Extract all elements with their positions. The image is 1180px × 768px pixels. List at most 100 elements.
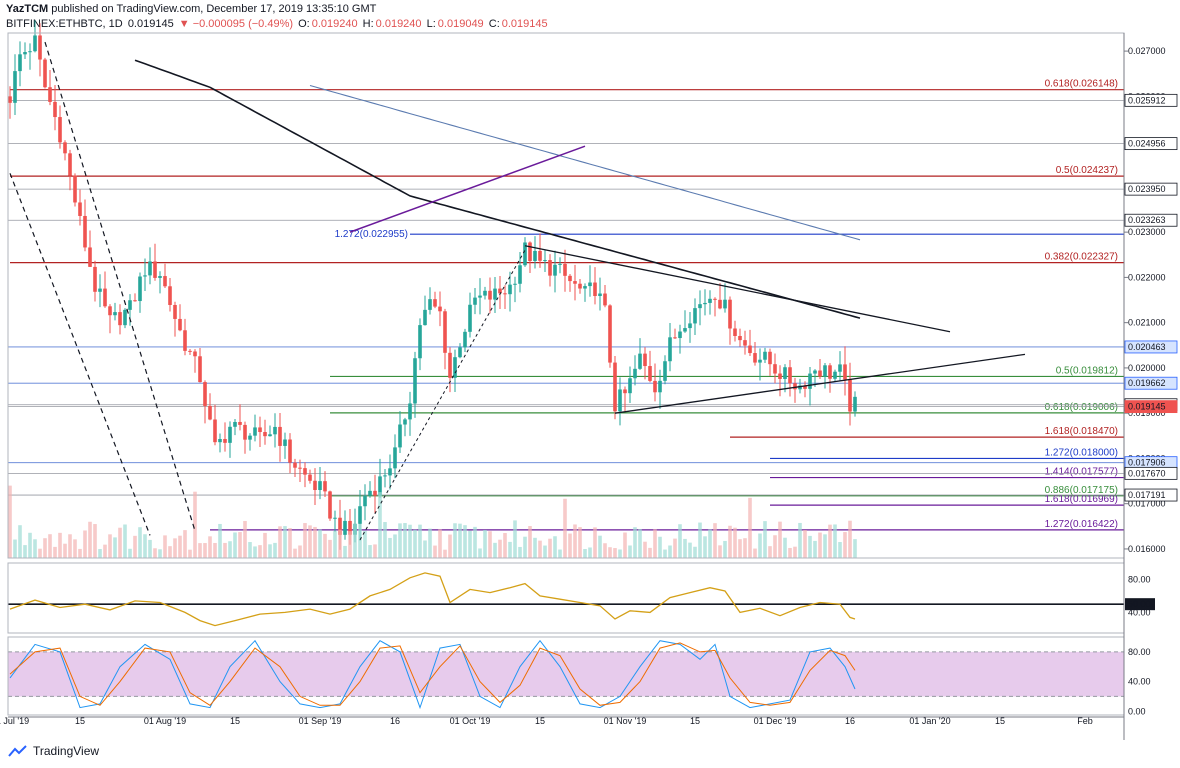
open-value: 0.019240 [311,18,358,30]
volume-bar [753,548,757,558]
candle-body [238,421,242,425]
candle-body [773,364,777,374]
candle-body [198,356,202,383]
volume-bar [323,533,327,558]
candle-body [293,462,297,468]
dashed-support-line [359,249,526,541]
candle-body [408,403,412,420]
volume-bar [588,547,592,558]
x-tick-label: 15 [535,716,545,726]
candle-body [398,424,402,448]
candle-body [98,288,102,292]
candle-body [523,242,527,266]
volume-bar [548,538,552,558]
volume-bar [363,530,367,558]
candle-body [8,96,12,103]
volume-bar [613,548,617,558]
candle-body [378,476,382,496]
x-tick-label: 01 Dec '19 [754,716,797,726]
candle-body [38,35,42,60]
candle-body [848,379,852,412]
volume-bar [728,525,732,558]
volume-bar [678,524,682,558]
volume-bar [683,538,687,558]
volume-bar [373,544,377,558]
volume-bar [763,521,767,558]
candle-body [693,308,697,324]
close-label: C: [488,18,500,30]
volume-bar [203,543,207,558]
volume-bar [828,524,832,558]
candle-body [313,480,317,490]
volume-bar [843,532,847,558]
volume-bar [543,545,547,558]
candle-body [528,242,532,262]
volume-bar [438,529,442,558]
x-tick-label: 16 [390,716,400,726]
volume-bar [853,539,857,558]
price-level-label: 0.017670 [1128,468,1166,478]
candle-body [493,288,497,300]
candle-body [748,345,752,354]
rsi-pane[interactable] [8,572,1124,627]
candle-body [48,87,52,102]
stoch-tick-label: 80.00 [1128,647,1151,657]
purple-trend-line [349,145,586,233]
price-chart[interactable]: 0.618(0.026148) 0.5(0.024237) 1.272(0.0229… [0,0,1180,740]
stoch-rsi-pane[interactable] [8,639,1124,710]
main-pane[interactable]: 0.618(0.026148) 0.5(0.024237) 1.272(0.0229… [8,20,1124,558]
candle-body [613,362,617,412]
volume-bar [343,545,347,558]
volume-bar [358,524,362,558]
candle-body [138,276,142,302]
triangle-bottom-line [614,353,1026,414]
candle-body [553,264,557,276]
candle-body [298,467,302,469]
candle-body [683,328,687,332]
volume-bar [388,537,392,558]
volume-bar [503,533,507,558]
volume-bar [693,546,697,558]
pane-frame [7,32,1125,559]
volume-bar [583,549,587,558]
x-tick-label: 15 [690,716,700,726]
candle-body [248,435,252,440]
candle-body [753,353,757,363]
candle-body [253,427,257,436]
y-tick-label: 0.016000 [1128,544,1166,554]
volume-bar [468,530,472,558]
volume-bar [163,535,167,558]
volume-bar [218,523,222,558]
candle-body [428,299,432,310]
volume-bar [593,527,597,558]
volume-bar [338,529,342,558]
volume-bar [68,534,72,558]
last-price: 0.019145 [127,18,174,30]
candle-body [498,288,502,294]
candle-body [558,263,562,265]
volume-bar [403,523,407,558]
candle-body [53,101,57,118]
candle-body [223,438,227,443]
rsi-tick-label: 80.00 [1128,574,1151,584]
volume-bar [118,527,122,558]
fib-level-label: 0.5(0.019812) [1056,365,1118,376]
candle-body [778,373,782,379]
candle-body [798,385,802,390]
volume-bar [368,545,372,558]
candle-body [643,353,647,367]
volume-bar [8,485,12,558]
candle-body [443,311,447,353]
candle-body [783,367,787,379]
volume-bar [208,536,212,558]
candle-body [123,309,127,326]
volume-bar [773,535,777,558]
tradingview-footer[interactable]: TradingView [8,744,99,758]
candle-body [13,71,17,103]
volume-bar [453,523,457,558]
publisher-name[interactable]: YazTCM [6,3,49,15]
volume-bar [478,548,482,558]
candle-body [363,495,367,507]
candle-body [308,474,312,481]
candle-body [118,312,122,326]
